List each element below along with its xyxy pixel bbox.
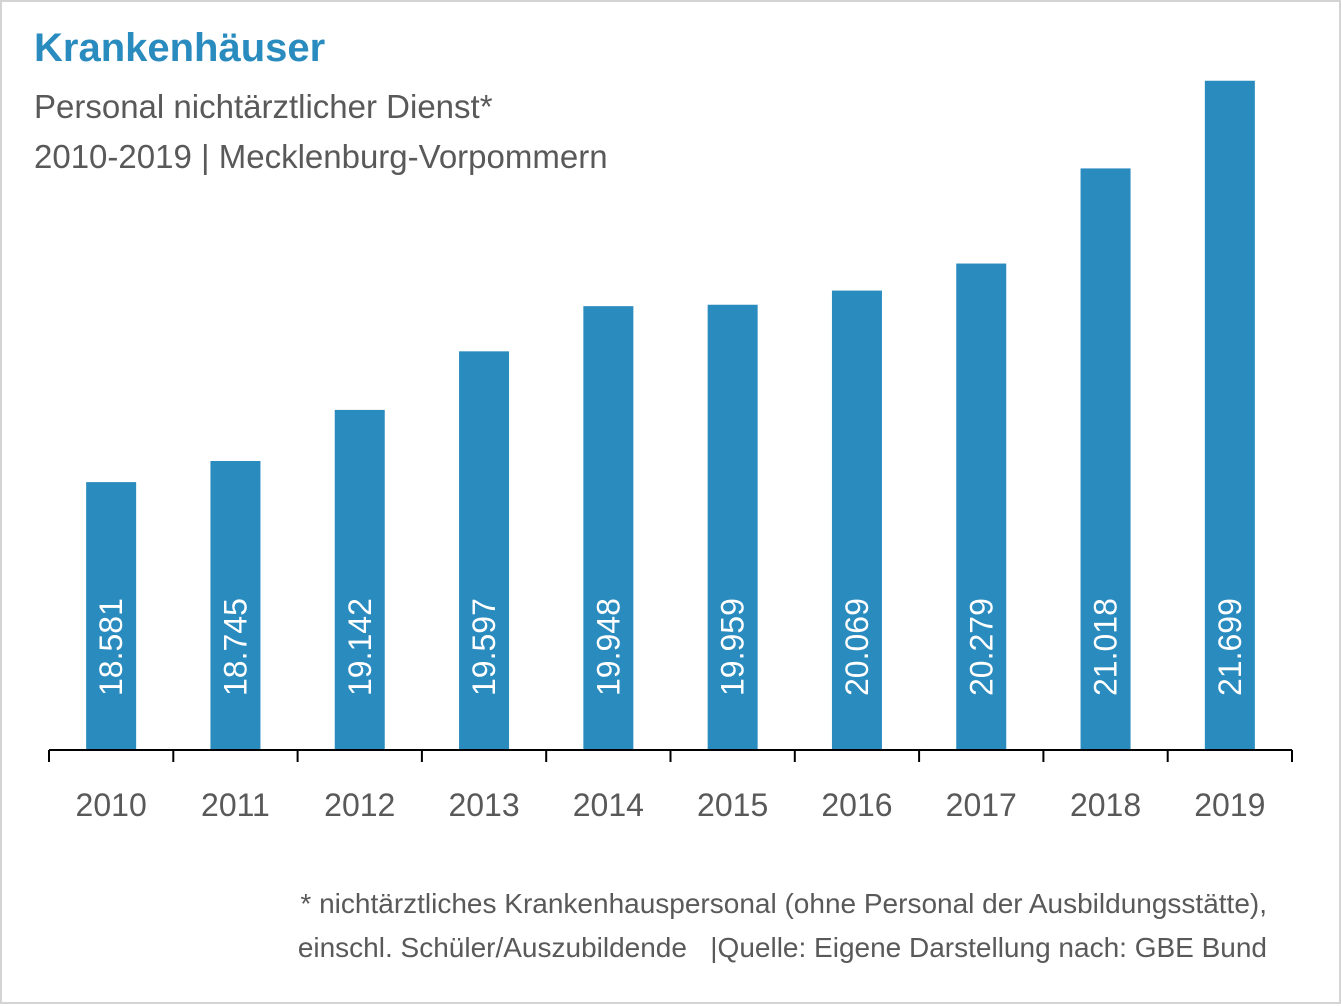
bar-2012 bbox=[334, 409, 385, 750]
bar-2010 bbox=[86, 482, 137, 750]
x-tick-label-2011: 2011 bbox=[201, 787, 270, 823]
data-label-2017: 20.279 bbox=[963, 598, 999, 696]
bar-2015 bbox=[707, 304, 758, 750]
data-label-2013: 19.597 bbox=[466, 598, 502, 696]
x-tick-label-2010: 2010 bbox=[76, 787, 147, 823]
footnote-line-2: einschl. Schüler/Auszubildende |Quelle: … bbox=[297, 932, 1267, 963]
x-tick-label-2018: 2018 bbox=[1070, 787, 1141, 823]
bar-2019 bbox=[1204, 80, 1255, 751]
x-tick-label-2019: 2019 bbox=[1194, 787, 1265, 823]
x-tick-label-2016: 2016 bbox=[821, 787, 892, 823]
data-label-2010: 18.581 bbox=[93, 598, 129, 696]
data-label-2016: 20.069 bbox=[839, 598, 875, 696]
x-tick-label-2014: 2014 bbox=[573, 787, 644, 823]
data-label-2014: 19.948 bbox=[590, 598, 626, 696]
x-axis-ticks-group bbox=[48, 750, 1293, 762]
x-tick-label-2013: 2013 bbox=[448, 787, 519, 823]
data-label-2015: 19.959 bbox=[715, 598, 751, 696]
chart-title: Krankenhäuser bbox=[34, 26, 326, 70]
chart-subtitle-line-1: Personal nichtärztlicher Dienst* bbox=[34, 88, 493, 125]
chart-subtitle-line-2: 2010-2019 | Mecklenburg-Vorpommern bbox=[34, 138, 608, 175]
x-tick-label-2012: 2012 bbox=[324, 787, 395, 823]
bar-2014 bbox=[583, 306, 634, 750]
bar-2013 bbox=[459, 351, 510, 750]
bar-2017 bbox=[956, 263, 1007, 750]
x-tick-label-2017: 2017 bbox=[946, 787, 1017, 823]
data-label-2011: 18.745 bbox=[217, 598, 253, 696]
data-label-2012: 19.142 bbox=[342, 598, 378, 696]
bars-group bbox=[86, 80, 1255, 751]
bar-2018 bbox=[1080, 168, 1131, 751]
bar-2011 bbox=[210, 461, 261, 750]
data-label-2018: 21.018 bbox=[1088, 598, 1124, 696]
x-tick-label-2015: 2015 bbox=[697, 787, 768, 823]
footnote-line-1: * nichtärztliches Krankenhauspersonal (o… bbox=[300, 888, 1267, 919]
value-labels-group: 18.581 18.745 19.142 19.597 19.948 19.959 20.0… bbox=[93, 598, 1248, 696]
x-axis-tick-labels-group: 2010 2011 2012 2013 2014 2015 2016 2017 2018 2019 bbox=[76, 787, 1266, 823]
bar-2016 bbox=[831, 290, 882, 750]
data-label-2019: 21.699 bbox=[1212, 598, 1248, 696]
